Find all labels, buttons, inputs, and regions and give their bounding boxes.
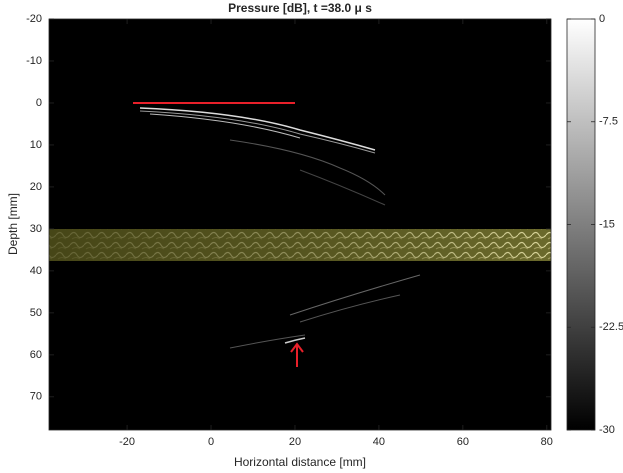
layer-band-shade: [49, 229, 551, 261]
x-tick-label: 0: [208, 436, 214, 448]
x-tick-label: -20: [119, 436, 135, 448]
x-tick-label: 60: [457, 436, 469, 448]
colorbar-tick-label: -7.5: [599, 116, 618, 128]
x-axis-label: Horizontal distance [mm]: [234, 455, 366, 469]
colorbar-tick-label: -22.5: [599, 321, 623, 333]
x-tick-label: 80: [541, 436, 553, 448]
x-tick-label: 20: [289, 436, 301, 448]
y-tick-label: 50: [30, 307, 42, 319]
y-tick-label: 70: [30, 391, 42, 403]
y-tick-label: 30: [30, 223, 42, 235]
y-tick-label: 40: [30, 265, 42, 277]
x-tick-label: 40: [373, 436, 385, 448]
y-tick-label: -10: [26, 55, 42, 67]
y-tick-label: 20: [30, 181, 42, 193]
chart-title: Pressure [dB], t =38.0 μ s: [228, 1, 372, 15]
axes-box: [48, 18, 552, 431]
y-axis-label: Depth [mm]: [6, 193, 20, 255]
field: [49, 19, 551, 430]
y-tick-label: 60: [30, 349, 42, 361]
colorbar: [566, 18, 596, 431]
colorbar-tick-label: 0: [599, 13, 605, 25]
arrow: [290, 342, 304, 367]
wave-field: [139, 107, 421, 349]
y-tick-label: -20: [26, 13, 42, 25]
colorbar-tick-label: -30: [599, 424, 615, 436]
y-tick-label: 10: [30, 139, 42, 151]
colorbar-tick-label: -15: [599, 218, 615, 230]
y-tick-label: 0: [36, 97, 42, 109]
